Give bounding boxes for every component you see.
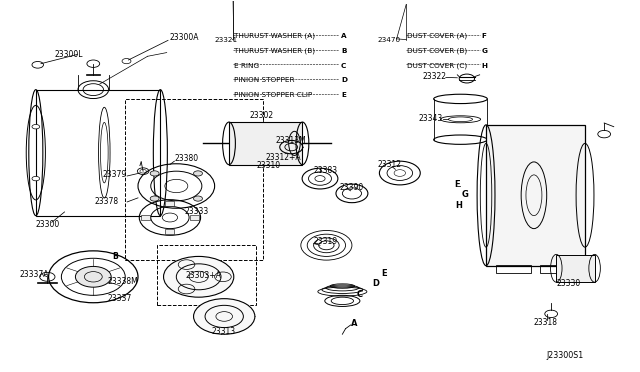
Text: 23310: 23310 xyxy=(256,161,280,170)
Text: 23380: 23380 xyxy=(174,154,198,163)
Circle shape xyxy=(32,125,40,129)
Text: 23319: 23319 xyxy=(314,237,338,246)
Text: 23313: 23313 xyxy=(211,327,236,336)
Circle shape xyxy=(193,299,255,334)
Text: 23330: 23330 xyxy=(556,279,580,288)
Text: G: G xyxy=(462,190,468,199)
Text: 23312: 23312 xyxy=(378,160,401,169)
Text: J23300S1: J23300S1 xyxy=(547,351,584,360)
Text: 23312+A: 23312+A xyxy=(266,153,301,161)
Text: 23313M: 23313M xyxy=(275,136,306,145)
Circle shape xyxy=(150,171,159,176)
Text: THURUST WASHER (A): THURUST WASHER (A) xyxy=(234,33,315,39)
Circle shape xyxy=(32,176,40,181)
Text: 23302: 23302 xyxy=(250,111,274,120)
Text: 23300L: 23300L xyxy=(55,50,83,59)
Text: 23303+A: 23303+A xyxy=(186,271,222,280)
Circle shape xyxy=(193,171,202,176)
Bar xyxy=(540,265,575,273)
Bar xyxy=(556,254,595,282)
Text: 23383: 23383 xyxy=(314,166,338,174)
Text: C: C xyxy=(357,290,363,299)
Text: G: G xyxy=(481,48,488,54)
Text: 23321: 23321 xyxy=(214,36,237,43)
Bar xyxy=(189,215,198,220)
Text: 23379: 23379 xyxy=(102,170,127,179)
Text: 23343: 23343 xyxy=(419,114,444,123)
Text: PINION STOPPER: PINION STOPPER xyxy=(234,77,294,83)
Text: 23338M: 23338M xyxy=(108,277,139,286)
Text: E: E xyxy=(381,269,387,278)
Text: F: F xyxy=(481,33,486,39)
Text: H: H xyxy=(456,201,462,210)
Text: THURUST WASHER (B): THURUST WASHER (B) xyxy=(234,48,315,54)
Bar xyxy=(166,229,174,234)
Text: F: F xyxy=(454,180,460,189)
Text: PINION STOPPER CLIP: PINION STOPPER CLIP xyxy=(234,92,312,98)
Text: B: B xyxy=(341,48,347,54)
Text: 23300: 23300 xyxy=(36,221,60,230)
Text: DUST COVER (B): DUST COVER (B) xyxy=(408,48,468,54)
Text: 23390: 23390 xyxy=(339,183,364,192)
Text: 23378: 23378 xyxy=(95,197,119,206)
Bar xyxy=(125,99,262,260)
Text: D: D xyxy=(341,77,347,83)
Text: B: B xyxy=(113,252,118,261)
Text: 23300A: 23300A xyxy=(170,33,200,42)
Bar xyxy=(486,125,585,266)
Text: 23337A: 23337A xyxy=(20,270,49,279)
Circle shape xyxy=(164,256,234,297)
Text: 23318: 23318 xyxy=(534,318,558,327)
Text: E RING: E RING xyxy=(234,62,259,68)
Text: H: H xyxy=(481,62,488,68)
Text: DUST COVER (A): DUST COVER (A) xyxy=(408,33,468,39)
Text: A: A xyxy=(341,33,347,39)
Text: E: E xyxy=(341,92,346,98)
Text: A: A xyxy=(351,319,357,328)
Bar xyxy=(166,201,174,206)
Text: 23333: 23333 xyxy=(184,207,209,216)
Bar xyxy=(157,245,256,305)
Text: DUST COVER (C): DUST COVER (C) xyxy=(408,62,468,69)
Text: 23470: 23470 xyxy=(378,36,401,43)
Text: C: C xyxy=(341,62,346,68)
Circle shape xyxy=(193,196,202,201)
Bar xyxy=(36,90,161,216)
Circle shape xyxy=(76,266,111,287)
Bar xyxy=(495,265,531,273)
Bar xyxy=(229,122,303,165)
Text: 23322: 23322 xyxy=(422,72,446,81)
Circle shape xyxy=(150,196,159,201)
Text: 23337: 23337 xyxy=(108,294,132,303)
Bar xyxy=(141,215,150,220)
Text: D: D xyxy=(372,279,380,288)
